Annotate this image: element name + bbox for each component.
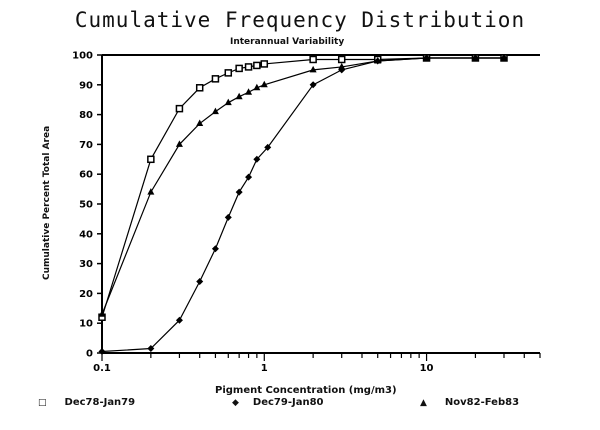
- data-point-triangle: [98, 310, 106, 317]
- data-point-diamond: [264, 143, 272, 151]
- data-point-diamond: [196, 277, 204, 285]
- data-point-square: [309, 55, 317, 64]
- series-line-3: [101, 57, 504, 315]
- data-point-diamond: [175, 316, 183, 324]
- data-point-triangle: [196, 119, 204, 127]
- data-point-triangle: [175, 140, 183, 147]
- legend-label: Dec78-Jan79: [64, 397, 136, 408]
- data-point-diamond: [253, 155, 261, 163]
- series-line-1: [101, 57, 504, 318]
- y-tick-label: 50: [79, 200, 93, 211]
- x-axis-label: Pigment Concentration (mg/m3): [215, 385, 397, 396]
- square-marker-icon: □: [38, 398, 47, 408]
- data-point-diamond: [235, 188, 243, 196]
- data-point-diamond: [224, 213, 232, 221]
- data-point-triangle: [211, 107, 219, 115]
- data-point-square: [253, 61, 261, 70]
- data-point-diamond: [211, 245, 219, 253]
- diamond-marker-icon: ◆: [232, 398, 239, 408]
- data-point-diamond: [147, 345, 155, 353]
- data-point-diamond: [245, 173, 253, 181]
- y-tick-label: 10: [79, 319, 93, 330]
- chart-title: Cumulative Frequency Distribution: [74, 8, 526, 32]
- chart-subtitle: Interannual Variability: [230, 37, 345, 47]
- data-point-square: [244, 63, 253, 71]
- data-point-triangle: [253, 83, 261, 91]
- data-point-square: [235, 64, 243, 73]
- data-point-triangle: [423, 53, 431, 61]
- data-point-square: [211, 75, 220, 83]
- data-point-square: [260, 60, 269, 68]
- data-point-triangle: [374, 56, 382, 64]
- data-point-triangle: [260, 80, 268, 88]
- data-point-triangle: [235, 92, 243, 100]
- y-tick-label: 30: [79, 259, 93, 270]
- data-point-triangle: [471, 53, 479, 61]
- data-point-square: [147, 155, 155, 164]
- triangle-marker-icon: ▲: [420, 398, 427, 408]
- series-line-2: [101, 57, 504, 353]
- data-point-square: [224, 69, 233, 77]
- legend-label: Nov82-Feb83: [444, 397, 520, 408]
- data-point-triangle: [245, 88, 253, 95]
- legend-item-2: ◆ Dec79-Jan80: [232, 397, 324, 408]
- data-point-triangle: [309, 65, 317, 73]
- x-tick-label: 0.1: [93, 363, 111, 374]
- y-tick-label: 40: [79, 229, 93, 240]
- y-tick-label: 0: [86, 349, 93, 360]
- x-tick-label: 1: [261, 363, 268, 374]
- y-tick-label: 80: [79, 110, 93, 121]
- y-tick-label: 100: [72, 51, 93, 62]
- data-point-triangle: [224, 98, 232, 106]
- legend-label: Dec79-Jan80: [252, 397, 324, 408]
- y-tick-label: 90: [79, 80, 93, 91]
- data-point-triangle: [147, 188, 155, 195]
- data-point-diamond: [309, 81, 317, 89]
- data-point-square: [175, 104, 184, 113]
- legend-item-3: ▲ Nov82-Feb83: [420, 397, 519, 408]
- x-tick-label: 10: [420, 363, 434, 374]
- data-point-diamond: [98, 348, 106, 356]
- data-point-triangle: [338, 62, 346, 70]
- y-tick-label: 70: [79, 140, 93, 151]
- y-tick-label: 60: [79, 170, 93, 181]
- y-tick-label: 20: [79, 289, 93, 300]
- data-point-square: [195, 84, 204, 92]
- legend-item-1: □ Dec78-Jan79: [38, 397, 135, 408]
- data-point-square: [337, 55, 346, 64]
- data-point-triangle: [500, 53, 508, 61]
